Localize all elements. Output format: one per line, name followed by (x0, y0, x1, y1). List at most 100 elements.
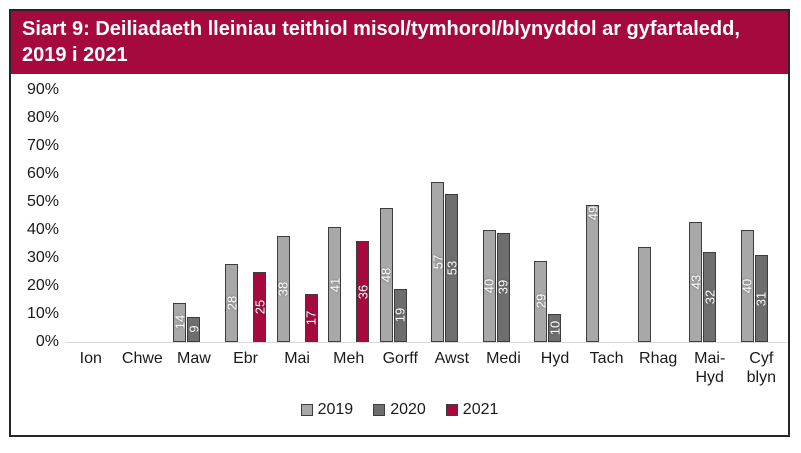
bar-slot-2019: 38 (275, 90, 291, 342)
x-axis-label: Gorff (382, 350, 418, 367)
bar-slot-2020 (600, 90, 613, 342)
bar-slot-2020 (136, 90, 149, 342)
plot-area: 14 9 28 25 38 17 41 36 48 19 57 53 40 39 29 10 49 43 32 40 3… (65, 90, 787, 343)
y-tick-label: 30% (26, 249, 59, 266)
y-tick-label: 0% (35, 333, 59, 350)
bar-value-label: 32 (702, 289, 718, 305)
x-axis-label: Hyd (540, 350, 570, 367)
category-group-gorff: 48 19 (374, 90, 426, 342)
legend-swatch (300, 404, 313, 416)
bar-2020: 39 (496, 232, 511, 342)
bar-slot-2021 (511, 90, 524, 342)
category-group-chwe (117, 90, 169, 342)
bar-value-label: 38 (275, 281, 291, 297)
bar-value-label: 36 (355, 284, 371, 299)
bar-2019: 41 (327, 227, 343, 342)
bar-slot-2019: 43 (688, 90, 704, 342)
bar-slot-2020: 32 (702, 90, 718, 342)
bar-value-label: 9 (186, 325, 202, 334)
bar-slot-2019: 40 (482, 90, 497, 342)
bar-slot-2020: 39 (496, 90, 511, 342)
bar-2020: 19 (392, 288, 408, 342)
y-tick-label: 80% (26, 109, 59, 126)
legend-label: 2020 (390, 401, 426, 418)
bar-value-label: 49 (585, 205, 601, 221)
x-axis-label: Chwe (121, 350, 163, 367)
bar-2019: 40 (740, 230, 755, 342)
x-axis-label: Ebr (233, 350, 258, 367)
bar-2019: 28 (224, 263, 240, 342)
legend-item-2021: 2021 (445, 401, 499, 419)
bar-2019: 40 (482, 230, 497, 342)
bar-slot-2021 (150, 90, 163, 342)
bar-slot-2019: 57 (430, 90, 445, 342)
category-group-medi: 40 39 (478, 90, 530, 342)
bar-slot-2019 (637, 90, 651, 342)
legend-item-2019: 2019 (300, 401, 354, 419)
category-group-mai-hyd: 43 32 (684, 90, 736, 342)
bar-2020: 10 (547, 314, 563, 342)
bar-slot-2019: 28 (224, 90, 240, 342)
bar-slot-2021: 25 (252, 90, 268, 342)
bar-slot-2021 (666, 90, 679, 342)
x-axis-label: Tach (589, 350, 624, 367)
title-banner: Siart 9: Deiliadaeth lleiniau teithiol m… (11, 11, 788, 74)
bar-2019: 43 (688, 221, 704, 342)
bar-slot-2021 (614, 90, 627, 342)
bar-slot-2019: 49 (585, 90, 601, 342)
category-group-maw: 14 9 (168, 90, 220, 342)
bar-slot-2021 (769, 90, 782, 342)
category-group-ion (65, 90, 117, 342)
bar-slot-2021 (408, 90, 421, 342)
bar-slot-2020: 19 (392, 90, 408, 342)
x-axis-label: Rhag (639, 350, 678, 367)
bar-value-label: 53 (444, 260, 460, 276)
bar-value-label: 19 (392, 308, 408, 323)
bar-value-label: 10 (547, 320, 563, 336)
bar-value-label: 14 (172, 315, 188, 330)
legend-swatch (445, 404, 458, 416)
y-tick-label: 90% (26, 81, 59, 98)
legend-label: 2019 (317, 401, 354, 418)
bar-2021: 25 (252, 272, 268, 342)
y-tick-label: 70% (26, 137, 59, 154)
bar-slot-2020: 10 (547, 90, 563, 342)
category-group-tach: 49 (581, 90, 633, 342)
bar-slot-2019: 40 (740, 90, 755, 342)
chart-title: Siart 9: Deiliadaeth lleiniau teithiol m… (22, 18, 740, 66)
category-group-meh: 41 36 (323, 90, 375, 342)
bar-slot-2020: 53 (444, 90, 460, 342)
figure-frame: Siart 9: Deiliadaeth lleiniau teithiol m… (9, 9, 790, 437)
x-axis-label: Maw (177, 350, 211, 367)
bar-slot-2021 (459, 90, 472, 342)
bar-slot-2021 (98, 90, 111, 342)
bar-slot-2019: 14 (172, 90, 188, 342)
bar-2019: 29 (533, 260, 548, 342)
bar-2019: 14 (172, 302, 188, 342)
y-tick-label: 60% (26, 165, 59, 182)
bar-slot-2020 (239, 90, 252, 342)
bar-slot-2021: 36 (355, 90, 371, 342)
bar-slot-2020 (652, 90, 665, 342)
bar-2019: 48 (378, 207, 394, 342)
x-axis-label: Mai- Hyd (694, 350, 726, 386)
bar-value-label: 17 (303, 310, 319, 326)
legend-item-2020: 2020 (373, 401, 426, 419)
category-group-awst: 57 53 (426, 90, 478, 342)
category-group-cyf-blyn: 40 31 (736, 90, 788, 342)
x-axis-label: Awst (434, 350, 470, 367)
legend-label: 2021 (462, 401, 499, 418)
bar-value-label: 25 (252, 299, 268, 315)
category-group-rhag (632, 90, 684, 342)
bar-value-label: 48 (378, 267, 394, 283)
bar-value-label: 31 (753, 291, 769, 306)
bar-slot-2020 (84, 90, 97, 342)
bar-value-label: 41 (327, 277, 343, 292)
bar-slot-2020: 31 (753, 90, 769, 342)
bar-value-label: 28 (224, 295, 240, 311)
bar-value-label: 43 (688, 274, 704, 290)
bar-2020: 9 (186, 316, 202, 342)
bar-2019 (637, 246, 651, 342)
y-tick-label: 50% (26, 193, 59, 210)
